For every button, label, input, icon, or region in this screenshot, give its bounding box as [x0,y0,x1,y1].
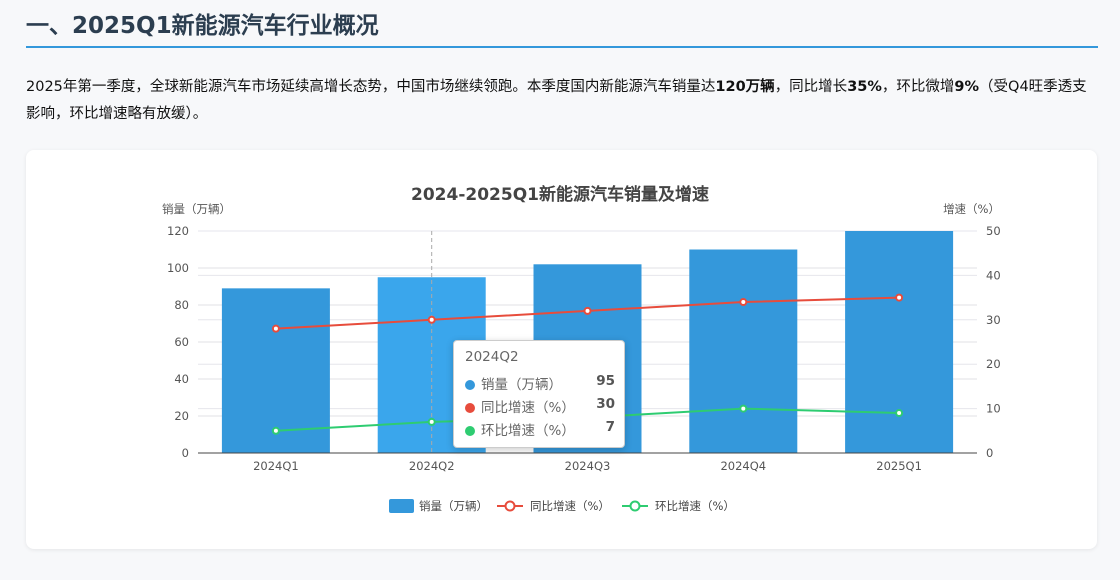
section-heading: 一、2025Q1新能源汽车行业概况 [26,13,379,39]
heading-divider [26,46,1098,48]
tooltip-row-sales: 销量（万辆） 95 [465,373,615,393]
y-tick-label-right: 10 [986,402,1001,416]
tooltip-label: 环比增速（%） [481,423,575,439]
tooltip-label: 同比增速（%） [481,400,575,416]
data-point [895,293,904,302]
data-point [427,315,436,324]
y-tick-label-left: 100 [167,261,189,275]
legend-marker-icon [629,500,641,512]
highlight-sales: 120万辆 [715,79,775,95]
legend-label: 环比增速（%） [655,499,735,513]
y-tick-label-left: 0 [182,446,189,460]
legend-marker-icon [504,500,516,512]
legend-label: 同比增速（%） [530,499,610,513]
data-point [895,409,904,418]
y-axis-label-left: 销量（万辆） [162,202,231,216]
data-point [739,404,748,413]
legend-bar-icon [389,499,414,513]
x-tick-label: 2024Q3 [565,459,611,473]
tooltip-value: 95 [596,373,615,389]
bar-2024Q1 [221,288,330,453]
tooltip-title: 2024Q2 [465,349,519,365]
chart-tooltip: 2024Q2 销量（万辆） 95 同比增速（%） 30 环比增速（%） 7 [453,340,625,448]
text: ，环比微增 [881,79,955,95]
data-point [271,324,280,333]
y-tick-label-left: 60 [174,335,189,349]
y-tick-label-left: 80 [174,298,189,312]
chart-title: 2024-2025Q1新能源汽车销量及增速 [411,184,709,205]
tooltip-value: 7 [605,419,615,435]
legend-label: 销量（万辆） [419,499,488,513]
x-tick-label: 2024Q4 [720,459,766,473]
dot-icon [465,380,475,390]
data-point [427,417,436,426]
highlight-yoy: 35% [847,79,882,95]
data-point [739,298,748,307]
y-tick-label-left: 40 [174,372,189,386]
bar-2025Q1 [845,231,954,453]
tooltip-label: 销量（万辆） [481,377,562,393]
x-tick-label: 2024Q1 [253,459,299,473]
y-tick-label-right: 30 [986,313,1001,327]
y-tick-label-right: 20 [986,357,1001,371]
data-point [271,426,280,435]
y-tick-label-right: 0 [986,446,993,460]
text: ，同比增长 [774,79,848,95]
y-axis-label-right: 增速（%） [943,202,1000,216]
y-tick-label-left: 120 [167,224,189,238]
text: （受Q4旺季透支影响，环比增速略有放缓）。 [26,79,1087,122]
y-tick-label-right: 50 [986,224,1001,238]
data-point [583,306,592,315]
tooltip-row-qoq: 环比增速（%） 7 [465,419,615,439]
tooltip-value: 30 [596,396,615,412]
tooltip-row-yoy: 同比增速（%） 30 [465,396,615,416]
dot-icon [465,403,475,413]
x-tick-label: 2024Q2 [409,459,455,473]
text: 2025年第一季度，全球新能源汽车市场延续高增长态势，中国市场继续领跑。本季度国… [26,79,716,95]
y-tick-label-left: 20 [174,409,189,423]
highlight-qoq: 9% [954,79,980,95]
dot-icon [465,426,475,436]
x-tick-label: 2025Q1 [876,459,922,473]
summary-paragraph: 2025年第一季度，全球新能源汽车市场延续高增长态势，中国市场继续领跑。本季度国… [26,74,1101,128]
bar-2024Q4 [689,249,798,453]
y-tick-label-right: 40 [986,268,1001,282]
